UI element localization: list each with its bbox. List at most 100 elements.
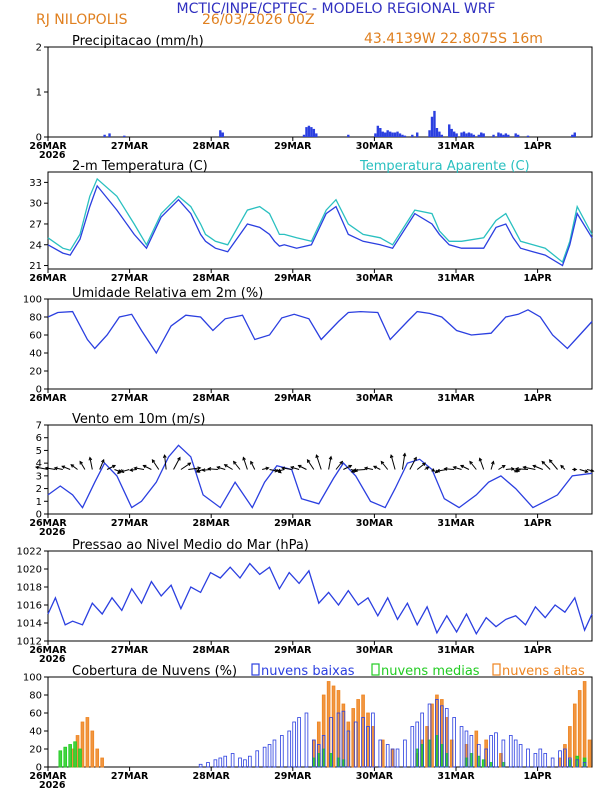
wind-arrow — [298, 465, 307, 470]
y-tick-label: 30 — [29, 199, 42, 210]
wind-arrow-head — [434, 469, 439, 474]
x-tick-label: 27MAR — [111, 393, 149, 404]
precip-bar — [388, 131, 392, 137]
x-tick-label: 26MAR — [29, 141, 67, 152]
precip-bar — [470, 133, 473, 137]
y-tick-label: 100 — [23, 673, 42, 684]
y-tick-label: 80 — [29, 691, 42, 702]
wind-arrow-head — [339, 460, 344, 465]
wind-arrow — [89, 457, 93, 470]
x-tick-label: 31MAR — [437, 518, 475, 529]
y-tick-label: 0 — [36, 510, 42, 521]
cloud-cover-panel: Cobertura de Nuvens (%) nuvens baixas nu… — [23, 663, 593, 791]
wind-arrow — [217, 466, 226, 470]
wind-arrow-head — [469, 460, 473, 465]
cloud-bar-mid — [68, 744, 72, 768]
wind-arrow-head — [510, 467, 515, 471]
precip-bar — [315, 133, 318, 137]
cloud-bar-high — [346, 721, 351, 768]
y-tick-label: 0 — [36, 385, 42, 396]
x-axis: 26MAR 27MAR 28MAR 29MAR 30MAR 31MAR 1APR — [29, 389, 552, 404]
precip-bar — [396, 131, 399, 137]
precip-bar — [305, 127, 308, 137]
precip-bar — [403, 135, 407, 137]
wind-arrow — [99, 459, 105, 470]
wind-arrow-head — [478, 457, 483, 462]
cloud-bar-mid — [316, 753, 321, 768]
cloud-bar-low — [238, 757, 242, 768]
precip-bar — [502, 134, 505, 137]
cloud-bar-low — [316, 744, 321, 768]
cloud-bar-low — [469, 735, 474, 768]
precip-bar — [379, 128, 382, 137]
y-tick-label: 1 — [36, 497, 42, 508]
y-axis: 1012 1014 1016 1018 1020 1022 — [17, 547, 48, 648]
wind-arrow-head — [584, 469, 589, 474]
y-tick-label: 1 — [36, 88, 42, 99]
wind-arrow — [130, 469, 137, 471]
cloud-bar-low — [366, 726, 370, 768]
cloud-bar-mid — [329, 753, 333, 768]
wind-panel: Vento em 10m (m/s) 0 1 2 34 5 67 26MAR 27MAR 28… — [29, 412, 595, 538]
wind-arrow-head — [514, 466, 519, 471]
cloud-bar-low — [371, 712, 375, 768]
precip-bar — [472, 134, 476, 137]
wind-arrow-head — [70, 464, 75, 468]
wind-arrow-head — [431, 468, 436, 472]
wind-arrow — [579, 469, 588, 473]
panel-title: Precipitacao (mm/h) — [72, 34, 204, 49]
x-tick-label: 29MAR — [274, 771, 312, 782]
wind-arrow-head — [501, 464, 506, 469]
x-tick-label: 28MAR — [193, 141, 231, 152]
precip-bar — [398, 133, 402, 137]
wind-arrow — [282, 467, 292, 470]
cloud-bar-low — [280, 735, 284, 768]
wind-arrow — [328, 456, 332, 470]
precip-bar — [571, 134, 574, 137]
y-tick-label: 1012 — [17, 637, 42, 648]
temperature-lines — [47, 177, 593, 267]
y-axis: 21 24 27 30 33 — [29, 178, 48, 272]
y-tick-label: 6 — [36, 433, 42, 444]
cloud-bar-high — [572, 703, 577, 768]
cloud-bar-low — [390, 748, 395, 768]
cloud-bar-low — [415, 721, 420, 768]
wind-arrow-head — [363, 466, 368, 471]
y-tick-label: 27 — [29, 219, 42, 230]
cloud-bar-low — [533, 753, 538, 768]
precip-bar — [465, 133, 468, 137]
y-tick-label: 1022 — [17, 547, 42, 558]
wind-arrow — [121, 469, 130, 473]
cloud-bar-low — [321, 735, 326, 768]
y-tick-label: 1018 — [17, 583, 42, 594]
apparent-temperature-line — [47, 177, 593, 264]
wind-arrow — [343, 465, 352, 470]
x-year-label: 2026 — [39, 654, 66, 665]
cloud-bar-mid — [58, 750, 63, 768]
legend-swatch-high — [492, 663, 501, 676]
wind-arrow-head — [372, 465, 377, 470]
wind-arrow-head — [352, 468, 357, 473]
x-tick-label: 29MAR — [274, 393, 312, 404]
precip-bar — [416, 132, 419, 137]
y-tick-label: 4 — [36, 459, 42, 470]
precip-bar — [376, 125, 380, 137]
wind-arrow — [233, 461, 241, 470]
y-axis: 0 1 2 — [36, 43, 48, 144]
x-tick-label: 30MAR — [356, 518, 394, 529]
precip-bar — [310, 127, 313, 137]
wind-arrow — [54, 467, 63, 470]
cloud-bar-high — [95, 748, 100, 768]
cloud-bar-mid — [476, 755, 481, 768]
x-tick-label: 1APR — [523, 771, 552, 782]
y-tick-label: 24 — [29, 240, 42, 251]
x-tick-label: 28MAR — [193, 645, 231, 656]
y-tick-label: 1016 — [17, 601, 42, 612]
cloud-bar-mid — [312, 757, 316, 768]
y-tick-label: 60 — [29, 709, 42, 720]
y-tick-label: 20 — [29, 745, 42, 756]
wind-arrow-head — [413, 456, 417, 461]
wind-arrow — [541, 461, 551, 470]
precip-bar — [477, 134, 480, 137]
cloud-bar-low — [550, 757, 555, 768]
